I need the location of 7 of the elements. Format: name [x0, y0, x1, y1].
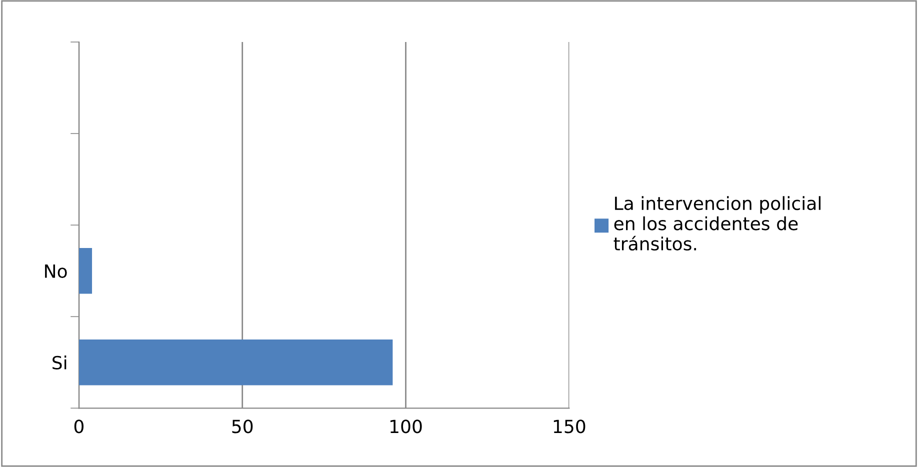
y-tick-label: Si	[52, 356, 66, 370]
legend-label: La intervencion policial en los accidentes de tránsitos.	[614, 196, 820, 251]
x-tick-label: 100	[390, 420, 422, 434]
x-tick-label: 0	[74, 420, 84, 434]
y-tick-label: No	[45, 264, 67, 278]
x-tick-label: 150	[554, 420, 586, 434]
x-tick-label: 50	[232, 420, 253, 434]
